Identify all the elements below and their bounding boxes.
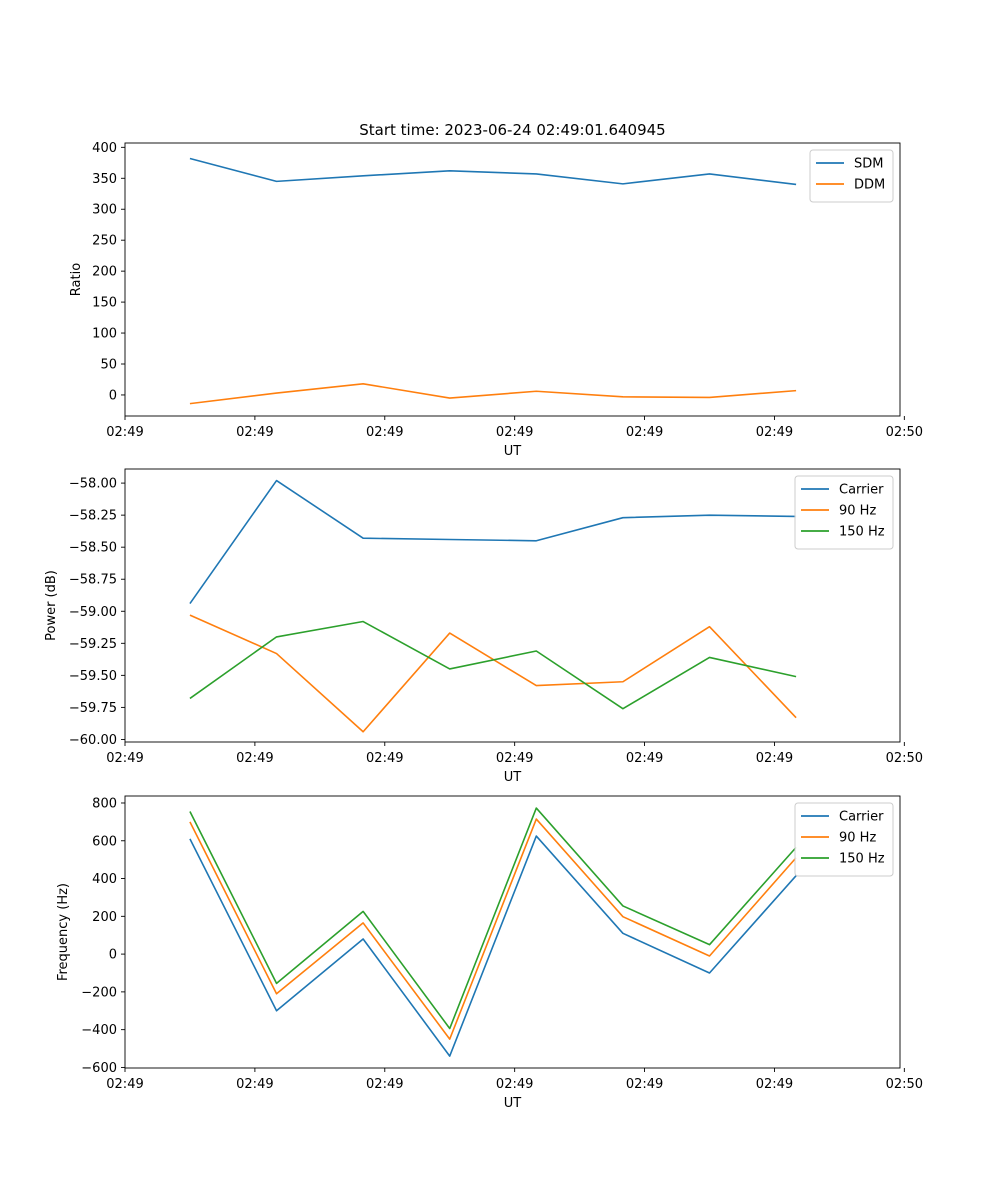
y-tick-label: −58.00 [69,477,117,492]
series-line-carrier [189,479,797,605]
legend-label-90-hz: 90 Hz [839,831,876,846]
x-tick-label: 02:49 [626,751,663,766]
y-axis-label: Frequency (Hz) [56,883,71,981]
series-line-ddm [189,383,797,405]
x-tick-label: 02:50 [886,1077,923,1092]
x-tick-label: 02:50 [886,425,923,440]
x-tick-label: 02:49 [756,1077,793,1092]
legend-label-carrier: Carrier [839,483,884,498]
y-tick-label: −400 [81,1023,117,1038]
x-tick-label: 02:49 [366,1077,403,1092]
y-tick-label: 250 [92,234,117,249]
x-tick-label: 02:49 [626,1077,663,1092]
x-tick-label: 02:49 [106,425,143,440]
series-line-carrier [189,835,797,1057]
legend-label-ddm: DDM [854,178,885,193]
y-tick-label: −59.50 [69,669,117,684]
figure-title: Start time: 2023-06-24 02:49:01.640945 [359,121,665,139]
x-tick-label: 02:49 [496,751,533,766]
series-line-sdm [189,157,797,186]
legend: SDM DDM [809,149,894,203]
y-tick-label: 600 [92,834,117,849]
series-line-90-hz [189,818,797,1040]
y-tick-label: −58.50 [69,541,117,556]
x-tick-label: 02:49 [626,425,663,440]
y-tick-label: 300 [92,203,117,218]
y-tick-label: 0 [109,388,117,403]
x-tick-label: 02:49 [756,751,793,766]
series-line-150-hz [189,620,797,710]
axes-frame [124,468,901,743]
y-tick-label: −58.75 [69,573,117,588]
subplot-power: 02:49 02:49 02:49 02:49 02:49 02:49 02:50 −60.0… [44,468,923,785]
y-axis-label: Ratio [69,263,84,296]
y-tick-label: −59.00 [69,605,117,620]
x-tick-label: 02:49 [366,751,403,766]
y-tick-label: −600 [81,1061,117,1076]
x-axis-label: UT [504,770,522,785]
y-tick-label: 400 [92,872,117,887]
y-tick-label: 50 [100,358,117,373]
x-tick-label: 02:49 [496,1077,533,1092]
legend: Carrier 90 Hz 150 Hz [794,475,894,550]
y-tick-label: 200 [92,265,117,280]
y-tick-label: 200 [92,910,117,925]
series-line-150-hz [189,807,797,1030]
subplot-frequency: 02:49 02:49 02:49 02:49 02:49 02:49 02:50 −600 −… [56,795,923,1111]
x-axis-label: UT [504,1096,522,1111]
axes-frame [124,142,901,417]
y-tick-label: 350 [92,172,117,187]
y-tick-label: −59.75 [69,701,117,716]
x-tick-label: 02:49 [236,751,273,766]
x-tick-label: 02:49 [366,425,403,440]
x-tick-label: 02:49 [756,425,793,440]
x-tick-label: 02:49 [496,425,533,440]
y-tick-label: 800 [92,796,117,811]
y-tick-label: −59.25 [69,637,117,652]
x-tick-label: 02:49 [236,425,273,440]
legend: Carrier 90 Hz 150 Hz [794,802,894,877]
legend-label-carrier: Carrier [839,810,884,825]
series-line-90-hz [189,614,797,733]
y-tick-label: −200 [81,985,117,1000]
x-tick-label: 02:49 [106,751,143,766]
y-tick-label: −58.25 [69,509,117,524]
x-tick-label: 02:49 [106,1077,143,1092]
x-tick-label: 02:49 [236,1077,273,1092]
y-axis-label: Power (dB) [44,570,59,641]
legend-label-90-hz: 90 Hz [839,504,876,519]
y-tick-label: 150 [92,296,117,311]
y-tick-label: 0 [109,948,117,963]
y-tick-label: 100 [92,327,117,342]
axes-frame [124,795,901,1069]
legend-label-150-hz: 150 Hz [839,525,885,540]
legend-label-150-hz: 150 Hz [839,852,885,867]
y-tick-label: 400 [92,141,117,156]
x-axis-label: UT [504,444,522,459]
y-tick-label: −60.00 [69,733,117,748]
legend-label-sdm: SDM [854,157,883,172]
subplot-ratio: 02:49 02:49 02:49 02:49 02:49 02:49 02:50 0 50 10… [69,141,923,459]
x-tick-label: 02:50 [886,751,923,766]
